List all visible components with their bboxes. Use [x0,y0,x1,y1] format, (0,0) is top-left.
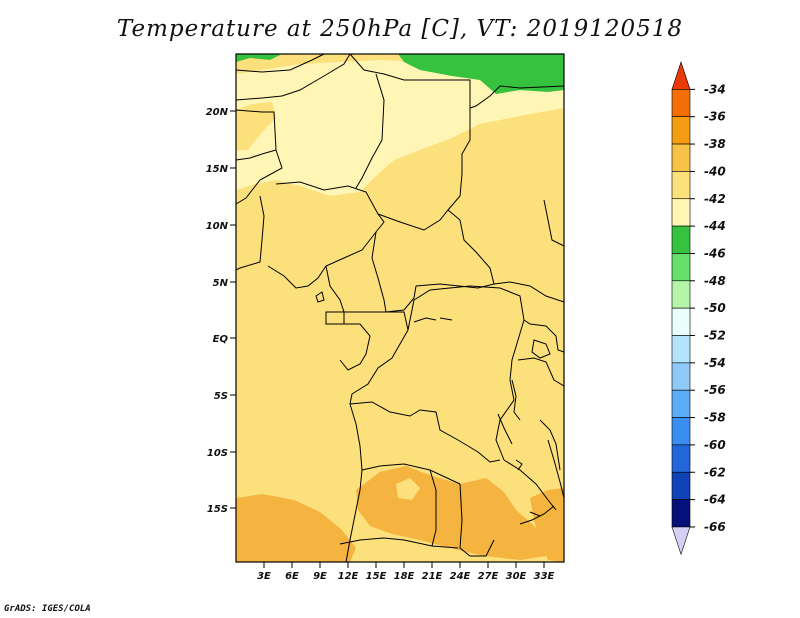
lat-tick-label: 10S [207,448,228,459]
legend-swatch [671,417,691,446]
country-borders [235,53,565,563]
color-legend: -34 -36 -38 -40 -42 -44 -46 -48 -50 -52 -54 -56 -58 -… [671,61,726,556]
legend-swatch [671,253,691,282]
lon-tick-label: 24E [450,571,471,582]
lon-tick-label: 3E [257,571,271,582]
grads-credit: GrADS: IGES/COLA [4,604,91,614]
legend-level-label: -54 [704,356,726,370]
light-band-region [236,60,564,196]
legend-level-label: -36 [704,110,726,124]
warm-patch-inner [396,478,420,500]
lat-tick-label: 15S [207,504,228,515]
lon-tick-label: 6E [285,571,299,582]
legend-level-label: -40 [704,164,726,178]
legend-swatch [671,89,691,117]
legend-swatch [671,335,691,364]
lat-tick-label: 15N [206,164,229,175]
lakes [315,291,561,517]
legend-swatch [671,198,691,227]
legend-swatch [671,471,691,500]
lon-tick-label: 15E [366,571,387,582]
lon-tick-label: 30E [506,571,527,582]
map-frame [235,53,565,563]
legend-swatch [671,61,691,90]
legend-level-label: -62 [704,465,726,479]
legend-swatch [671,280,691,309]
legend-level-label: -48 [704,274,726,288]
legend-swatch [671,307,691,336]
legend-swatch [671,362,691,391]
legend-swatch [671,116,691,145]
legend-swatch [671,499,691,528]
green-region [236,54,282,62]
lon-tick-label: 18E [394,571,415,582]
legend-level-label: -34 [704,82,726,96]
warm-patch-southwest [236,494,356,562]
legend-swatch [671,389,691,418]
lon-tick-label: 21E [422,571,443,582]
legend-swatch [671,143,691,172]
legend-level-label: -42 [704,192,726,206]
legend-level-label: -44 [704,219,726,233]
warm-patch-southeast [530,488,564,562]
green-region-east [398,54,564,94]
legend-level-label: -58 [704,411,726,425]
lat-tick-label: EQ [213,334,229,345]
lon-tick-label: 9E [313,571,327,582]
legend-swatch [671,225,691,254]
legend-level-label: -56 [704,383,726,397]
legend-level-label: -46 [704,246,726,260]
legend-swatch [671,171,691,200]
legend-level-label: -50 [704,301,726,315]
legend-level-label: -52 [704,329,726,343]
lat-tick-label: 5N [213,278,229,289]
map-panel [235,53,565,563]
lon-tick-label: 12E [338,571,359,582]
legend-level-label: -60 [704,438,726,452]
latitude-axis: 20N 15N 10N 5N EQ 5S 10S 15S [206,107,236,515]
legend-level-label: -38 [704,137,726,151]
lon-tick-label: 33E [534,571,555,582]
legend-swatch [671,444,691,473]
lat-tick-label: 10N [206,221,229,232]
legend-swatch [671,526,691,556]
light-patch-west [236,102,276,150]
lat-tick-label: 20N [206,107,229,118]
lat-tick-label: 5S [214,391,228,402]
longitude-axis: 3E 6E 9E 12E 15E 18E 21E 24E 27E 30E 33E [257,562,555,582]
lon-tick-label: 27E [478,571,499,582]
map-title: Temperature at 250hPa [C], VT: 201912051… [116,16,684,42]
legend-level-label: -64 [704,493,726,507]
legend-level-label: -66 [704,520,726,534]
